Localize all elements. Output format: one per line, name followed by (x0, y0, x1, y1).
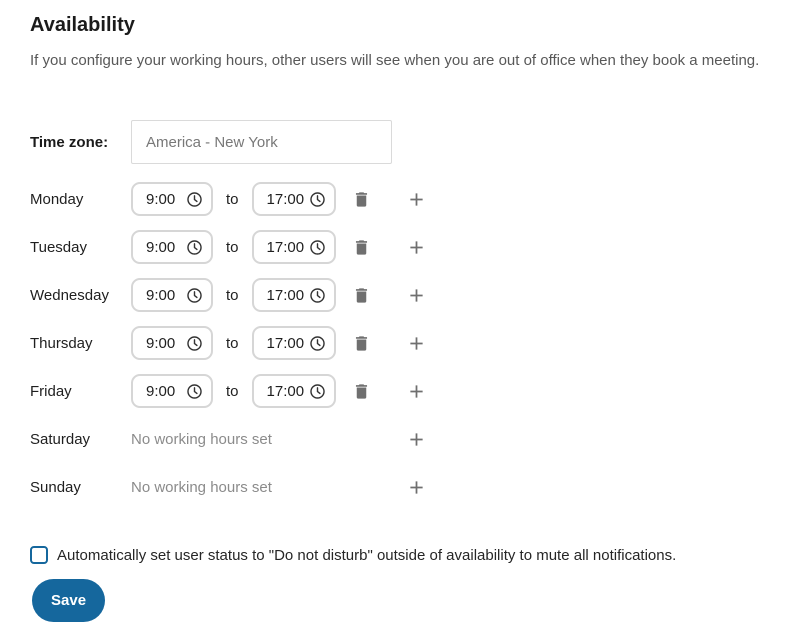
clock-icon (309, 239, 325, 255)
clock-icon (309, 383, 325, 399)
to-label: to (226, 334, 239, 352)
add-slot-button[interactable] (398, 325, 434, 361)
timezone-row: Time zone: America - New York (30, 120, 780, 164)
start-time-input[interactable]: 9:00 (131, 230, 213, 264)
start-time-value: 9:00 (146, 238, 176, 256)
end-time-input[interactable]: 17:00 (251, 326, 336, 360)
availability-settings-page: Availability If you configure your worki… (30, 14, 780, 622)
day-row: Tuesday 9:00 to 17:00 (30, 223, 780, 271)
dnd-row: Automatically set user status to "Do not… (30, 546, 780, 564)
hours-controls: 9:00 to 17:00 (131, 325, 398, 361)
delete-slot-button[interactable] (344, 373, 380, 409)
start-time-value: 9:00 (146, 334, 176, 352)
delete-slot-button[interactable] (344, 181, 380, 217)
plus-icon (409, 480, 423, 494)
timezone-label: Time zone: (30, 133, 109, 151)
save-button[interactable]: Save (32, 579, 106, 622)
day-label: Sunday (30, 478, 81, 496)
start-time-input[interactable]: 9:00 (131, 278, 213, 312)
timezone-value: America - New York (146, 133, 278, 151)
add-slot-button[interactable] (398, 229, 434, 265)
day-row: Wednesday 9:00 to 17:00 (30, 271, 780, 319)
end-time-value: 17:00 (266, 190, 305, 208)
hours-controls: 9:00 to 17:00 (131, 373, 398, 409)
no-hours-text: No working hours set (131, 430, 272, 448)
day-label: Saturday (30, 430, 91, 448)
delete-slot-button[interactable] (344, 325, 380, 361)
start-time-value: 9:00 (146, 286, 176, 304)
hours-controls: 9:00 to 17:00 (131, 181, 398, 217)
plus-icon (409, 240, 423, 254)
trash-icon (355, 383, 368, 399)
plus-icon (409, 336, 423, 350)
day-label: Monday (30, 190, 84, 208)
trash-icon (355, 287, 368, 303)
day-row: Sunday No working hours set (30, 463, 780, 511)
add-slot-button[interactable] (398, 421, 434, 457)
clock-icon (187, 335, 202, 351)
plus-icon (409, 432, 423, 446)
end-time-value: 17:00 (266, 286, 305, 304)
end-time-input[interactable]: 17:00 (251, 278, 336, 312)
clock-icon (309, 335, 325, 351)
to-label: to (226, 286, 239, 304)
trash-icon (355, 335, 368, 351)
trash-icon (355, 191, 368, 207)
end-time-input[interactable]: 17:00 (251, 182, 336, 216)
start-time-input[interactable]: 9:00 (131, 326, 213, 360)
dnd-checkbox-label: Automatically set user status to "Do not… (57, 546, 677, 564)
day-label: Wednesday (30, 286, 109, 304)
start-time-input[interactable]: 9:00 (131, 374, 213, 408)
start-time-value: 9:00 (146, 382, 176, 400)
working-hours-list: Monday 9:00 to 17:00 (30, 175, 780, 511)
page-title: Availability (30, 14, 135, 36)
hours-controls: 9:00 to 17:00 (131, 277, 398, 313)
day-row: Saturday No working hours set (30, 415, 780, 463)
clock-icon (187, 287, 202, 303)
end-time-value: 17:00 (266, 382, 305, 400)
day-row: Monday 9:00 to 17:00 (30, 175, 780, 223)
to-label: to (226, 382, 239, 400)
day-row: Friday 9:00 to 17:00 (30, 367, 780, 415)
no-hours-text: No working hours set (131, 478, 272, 496)
day-label: Friday (30, 382, 72, 400)
end-time-input[interactable]: 17:00 (251, 230, 336, 264)
dnd-checkbox[interactable] (30, 546, 48, 564)
end-time-value: 17:00 (266, 238, 305, 256)
clock-icon (187, 239, 202, 255)
plus-icon (409, 384, 423, 398)
end-time-value: 17:00 (266, 334, 305, 352)
start-time-input[interactable]: 9:00 (131, 182, 213, 216)
day-row: Thursday 9:00 to 17:00 (30, 319, 780, 367)
add-slot-button[interactable] (398, 181, 434, 217)
clock-icon (309, 287, 325, 303)
hours-controls: 9:00 to 17:00 (131, 229, 398, 265)
page-description: If you configure your working hours, oth… (30, 52, 760, 69)
trash-icon (355, 239, 368, 255)
delete-slot-button[interactable] (344, 277, 380, 313)
plus-icon (409, 192, 423, 206)
end-time-input[interactable]: 17:00 (251, 374, 336, 408)
clock-icon (187, 191, 202, 207)
start-time-value: 9:00 (146, 190, 176, 208)
to-label: to (226, 238, 239, 256)
add-slot-button[interactable] (398, 277, 434, 313)
day-label: Thursday (30, 334, 93, 352)
clock-icon (309, 191, 325, 207)
day-label: Tuesday (30, 238, 87, 256)
to-label: to (226, 190, 239, 208)
add-slot-button[interactable] (398, 373, 434, 409)
add-slot-button[interactable] (398, 469, 434, 505)
timezone-input[interactable]: America - New York (131, 120, 392, 164)
clock-icon (187, 383, 202, 399)
delete-slot-button[interactable] (344, 229, 380, 265)
plus-icon (409, 288, 423, 302)
